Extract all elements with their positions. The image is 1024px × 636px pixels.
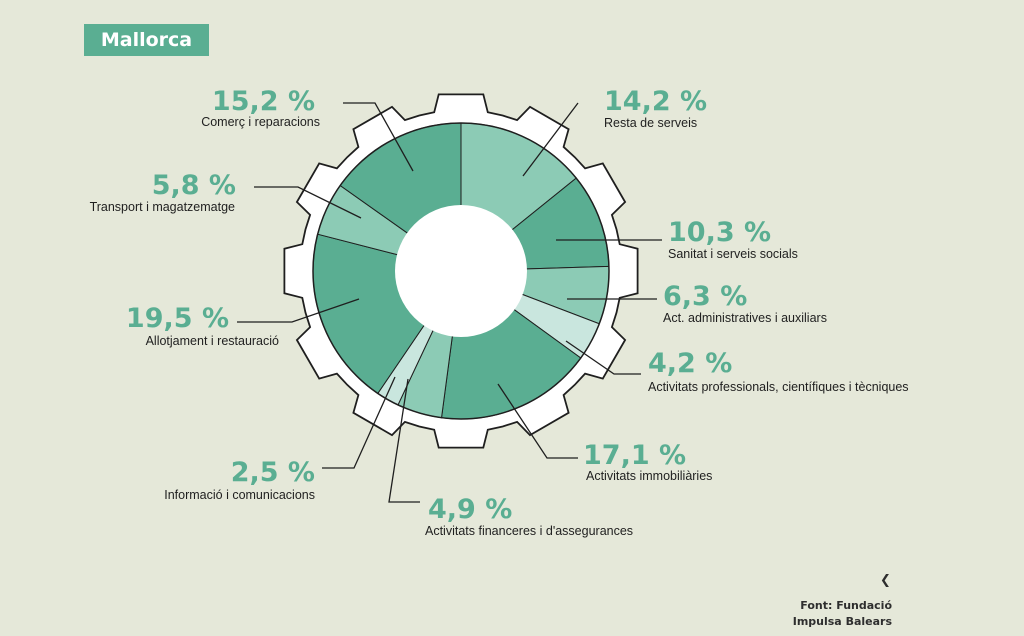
leader-line-0 <box>522 102 579 177</box>
slice-category-label-1: Sanitat i serveis socials <box>668 247 798 261</box>
slice-category-label-8: Transport i magatzematge <box>90 200 235 214</box>
slice-category-label-2: Act. administratives i auxiliars <box>663 311 827 325</box>
page-title: Mallorca <box>84 24 209 56</box>
leader-lines <box>237 102 662 503</box>
slice-category-label-5: Activitats financeres i d'assegurances <box>425 524 633 538</box>
slice-value-label-4: 17,1 % <box>583 440 686 471</box>
slice-category-label-6: Informació i comunicacions <box>164 488 315 502</box>
slice-labels: 14,2 %Resta de serveis 10,3 %Sanitat i se… <box>90 86 909 538</box>
slice-value-label-6: 2,5 % <box>231 457 315 488</box>
slice-category-label-9: Comerç i reparacions <box>201 115 320 129</box>
leader-line-8 <box>254 186 362 219</box>
leader-line-6 <box>322 376 396 469</box>
slice-category-label-4: Activitats immobiliàries <box>586 469 712 483</box>
source-note: Font: Fundació Impulsa Balears <box>793 598 892 630</box>
donut-hole <box>395 205 527 337</box>
slice-value-label-5: 4,9 % <box>428 494 512 525</box>
leader-line-4 <box>497 383 578 459</box>
slice-category-label-7: Allotjament i restauració <box>146 334 279 348</box>
slice-value-label-7: 19,5 % <box>126 303 229 334</box>
source-line-1: Font: Fundació <box>800 599 892 612</box>
leader-line-9 <box>343 102 414 172</box>
slice-value-label-3: 4,2 % <box>648 348 732 379</box>
slice-category-label-0: Resta de serveis <box>604 116 697 130</box>
leader-line-3 <box>565 340 641 375</box>
leader-line-5 <box>388 378 420 503</box>
source-line-2: Impulsa Balears <box>792 615 892 628</box>
chart-ring <box>312 122 610 420</box>
slice-value-label-0: 14,2 % <box>604 86 707 117</box>
slice-value-label-8: 5,8 % <box>152 170 236 201</box>
slice-category-label-3: Activitats professionals, científiques i… <box>648 380 909 394</box>
slice-value-label-1: 10,3 % <box>668 217 771 248</box>
leader-line-7 <box>237 298 360 323</box>
slice-value-label-2: 6,3 % <box>663 281 747 312</box>
chevron-left-icon[interactable]: ❮ <box>880 573 891 588</box>
slice-value-label-9: 15,2 % <box>212 86 315 117</box>
